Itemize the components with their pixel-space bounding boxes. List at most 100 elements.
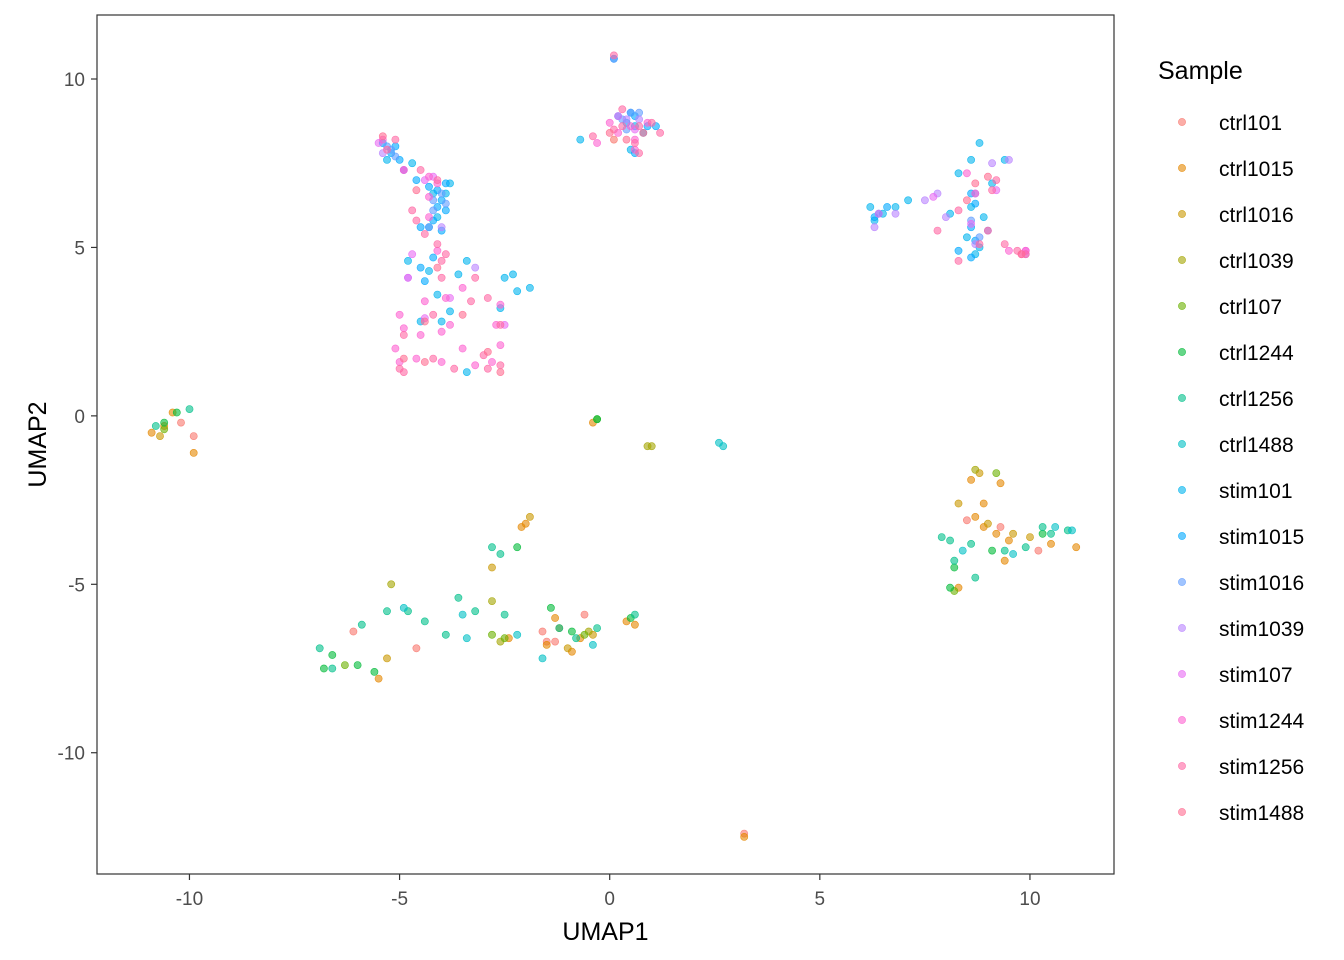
x-axis: -10 -5 0 5 10 (176, 874, 1041, 910)
point-stim1256 (483, 364, 492, 373)
point-stim1039 (891, 209, 900, 218)
point-ctrl1256 (151, 422, 160, 430)
point-stim101 (954, 169, 963, 178)
point-stim1244 (1005, 246, 1013, 255)
point-stim101 (975, 139, 984, 147)
point-stim1256 (656, 128, 664, 137)
point-stim1256 (471, 273, 480, 282)
point-stim101 (904, 196, 912, 205)
point-ctrl1244 (370, 668, 379, 676)
point-stim1256 (984, 226, 992, 235)
point-stim1015 (425, 182, 433, 191)
point-stim1488 (412, 186, 421, 195)
point-stim101 (383, 155, 391, 164)
legend-key-ctrl1488 (1178, 440, 1186, 448)
legend: Sample ctrl101 ctrl1015 ctrl1016 ctrl1039 ct… (1158, 57, 1305, 825)
legend-label-ctrl1039: ctrl1039 (1219, 250, 1294, 273)
point-ctrl1015 (1005, 536, 1013, 545)
point-ctrl1256 (357, 620, 366, 629)
point-stim101 (891, 203, 900, 211)
point-ctrl1488 (462, 634, 471, 643)
point-stim1256 (610, 51, 618, 60)
point-ctrl1488 (1009, 550, 1017, 558)
x-axis-title: UMAP1 (562, 918, 648, 946)
point-stim1256 (618, 122, 627, 131)
point-stim1039 (471, 263, 480, 272)
point-ctrl1256 (593, 624, 601, 632)
point-ctrl1256 (631, 610, 639, 619)
legend-key-ctrl1015 (1178, 164, 1186, 172)
point-stim101 (509, 270, 517, 279)
legend-label-stim1256: stim1256 (1219, 756, 1304, 779)
point-stim1488 (984, 172, 992, 181)
point-stim1256 (988, 186, 996, 195)
point-ctrl1244 (319, 664, 328, 673)
point-stim1256 (954, 206, 963, 215)
point-ctrl1015 (740, 833, 749, 841)
point-stim1256 (1000, 240, 1009, 248)
point-stim1256 (635, 122, 643, 131)
legend-key-stim1256 (1178, 762, 1186, 770)
point-stim101 (866, 203, 875, 211)
point-ctrl1256 (488, 543, 496, 552)
point-ctrl1244 (160, 418, 169, 427)
point-ctrl1256 (1000, 546, 1009, 555)
legend-label-stim107: stim107 (1219, 664, 1293, 687)
point-ctrl1244 (950, 563, 959, 572)
x-tick-label: 5 (815, 889, 826, 910)
point-ctrl1015 (147, 428, 156, 437)
point-stim1488 (458, 310, 467, 319)
point-stim1256 (416, 166, 425, 174)
point-stim1015 (441, 179, 450, 188)
point-stim1488 (1017, 250, 1026, 259)
point-stim101 (454, 270, 463, 279)
legend-label-stim101: stim101 (1219, 480, 1293, 503)
point-stim1015 (420, 277, 429, 285)
legend-label-stim1244: stim1244 (1219, 710, 1305, 733)
point-ctrl101 (580, 610, 589, 619)
point-stim1244 (391, 344, 400, 353)
legend-key-stim1488 (1178, 808, 1186, 816)
point-stim1488 (483, 347, 492, 356)
point-ctrl1015 (1047, 540, 1055, 548)
point-ctrl1256 (441, 630, 450, 639)
point-ctrl1256 (572, 634, 580, 643)
point-stim1256 (992, 176, 1001, 184)
point-ctrl1488 (1068, 526, 1076, 535)
point-stim1488 (496, 368, 505, 376)
legend-key-ctrl101 (1178, 118, 1186, 126)
point-stim1015 (967, 253, 975, 262)
point-ctrl1016 (526, 513, 534, 521)
point-ctrl1256 (185, 405, 194, 413)
point-ctrl1256 (471, 607, 480, 616)
y-tick-label: 5 (74, 238, 85, 259)
point-stim107 (874, 209, 883, 218)
point-ctrl1256 (383, 607, 391, 616)
point-stim1488 (963, 196, 971, 205)
point-ctrl1244 (988, 546, 996, 555)
point-stim1039 (942, 213, 950, 221)
legend-label-ctrl1256: ctrl1256 (1219, 388, 1294, 411)
point-ctrl107 (992, 469, 1001, 477)
legend-key-ctrl1039 (1178, 256, 1186, 264)
legend-key-stim1016 (1178, 578, 1186, 586)
point-stim1015 (416, 223, 425, 232)
point-stim1039 (870, 223, 879, 232)
point-stim1256 (441, 250, 450, 259)
point-stim1244 (425, 192, 433, 201)
point-ctrl1256 (946, 536, 954, 545)
point-stim1244 (395, 310, 404, 319)
point-ctrl1039 (647, 442, 656, 451)
point-stim1244 (496, 341, 505, 349)
point-ctrl1256 (454, 593, 463, 602)
point-ctrl1256 (1021, 543, 1030, 552)
point-ctrl1256 (420, 617, 429, 626)
point-ctrl101 (177, 418, 185, 427)
point-stim101 (462, 368, 471, 376)
y-axis-title: UMAP2 (24, 401, 52, 487)
legend-key-ctrl107 (1178, 302, 1186, 310)
point-ctrl1244 (513, 543, 522, 552)
point-ctrl1244 (593, 415, 601, 424)
point-stim107 (614, 112, 622, 120)
point-stim1256 (399, 368, 408, 376)
